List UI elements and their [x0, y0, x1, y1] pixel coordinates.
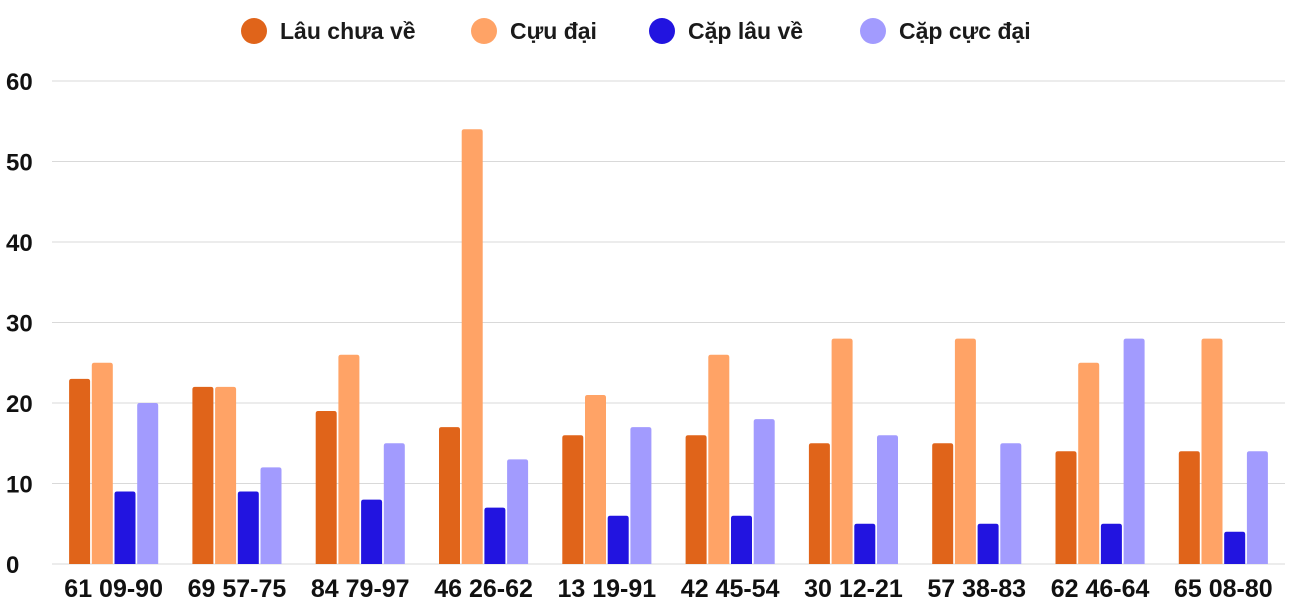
- legend-swatch: [649, 18, 675, 44]
- legend-label: Cặp lâu về: [688, 18, 803, 44]
- x-tick-label: 84 79-97: [311, 575, 410, 600]
- bar: [338, 354, 360, 564]
- y-tick-label: 0: [6, 552, 19, 579]
- legend-swatch: [471, 18, 497, 44]
- x-tick-label: 61 09-90: [64, 575, 163, 600]
- x-tick-label: 57 38-83: [927, 575, 1026, 600]
- bar: [1055, 451, 1077, 564]
- legend-swatch: [860, 18, 886, 44]
- legend-label: Cựu đại: [510, 18, 597, 44]
- x-tick-label: 42 45-54: [681, 575, 780, 600]
- x-tick-label: 62 46-64: [1051, 575, 1150, 600]
- legend-label: Cặp cực đại: [899, 18, 1031, 44]
- bar: [91, 362, 113, 564]
- bar: [877, 435, 898, 564]
- x-axis-ticks: 61 09-90 69 57-75 84 79-97 46 26-62 13 19-91…: [64, 575, 1272, 600]
- bar: [708, 354, 730, 564]
- bar: [1178, 451, 1200, 564]
- bar: [585, 394, 606, 564]
- bar: [361, 499, 383, 564]
- bar: [562, 435, 584, 564]
- gridlines: [52, 80, 1285, 565]
- bar: [1000, 443, 1022, 564]
- bar: [808, 443, 830, 564]
- legend-label: Lâu chưa về: [280, 18, 416, 44]
- bar: [114, 491, 136, 564]
- bar: [1078, 362, 1100, 564]
- y-axis-ticks: 0 10 20 30 40 50 60: [6, 69, 33, 579]
- y-tick-label: 30: [6, 311, 33, 338]
- bar: [977, 523, 999, 564]
- y-tick-label: 10: [6, 472, 33, 499]
- bar: [1123, 338, 1145, 564]
- bar: [383, 443, 405, 564]
- bar: [932, 443, 954, 564]
- bar: [439, 427, 460, 564]
- bar: [607, 515, 629, 564]
- y-tick-label: 20: [6, 391, 33, 418]
- bar: [69, 378, 91, 564]
- bar: [215, 386, 237, 564]
- bar: [461, 129, 483, 565]
- bar: [954, 338, 976, 564]
- bar: [260, 467, 282, 564]
- bar: [192, 386, 214, 564]
- legend-swatch: [241, 18, 267, 44]
- y-tick-label: 60: [6, 69, 33, 96]
- y-tick-label: 40: [6, 230, 33, 257]
- y-tick-label: 50: [6, 150, 33, 177]
- bar: [1100, 523, 1122, 564]
- bar: [1246, 451, 1268, 564]
- bar: [1201, 338, 1223, 564]
- x-tick-label: 13 19-91: [557, 575, 656, 600]
- bar: [315, 411, 337, 564]
- bar: [831, 338, 853, 564]
- bar: [137, 403, 159, 564]
- bar: [630, 427, 652, 564]
- x-tick-label: 46 26-62: [434, 575, 533, 600]
- bar: [685, 435, 707, 564]
- x-tick-label: 30 12-21: [804, 575, 903, 600]
- bar: [507, 459, 529, 564]
- legend: Lâu chưa về Cựu đại Cặp lâu về Cặp cực đại: [241, 18, 1031, 44]
- bar: [1224, 531, 1246, 564]
- bar: [854, 523, 876, 564]
- bars: [69, 129, 1268, 565]
- bar: [731, 515, 752, 564]
- bar: [484, 507, 506, 564]
- bar: [753, 419, 775, 564]
- x-tick-label: 69 57-75: [188, 575, 287, 600]
- x-tick-label: 65 08-80: [1174, 575, 1273, 600]
- bar: [237, 491, 259, 564]
